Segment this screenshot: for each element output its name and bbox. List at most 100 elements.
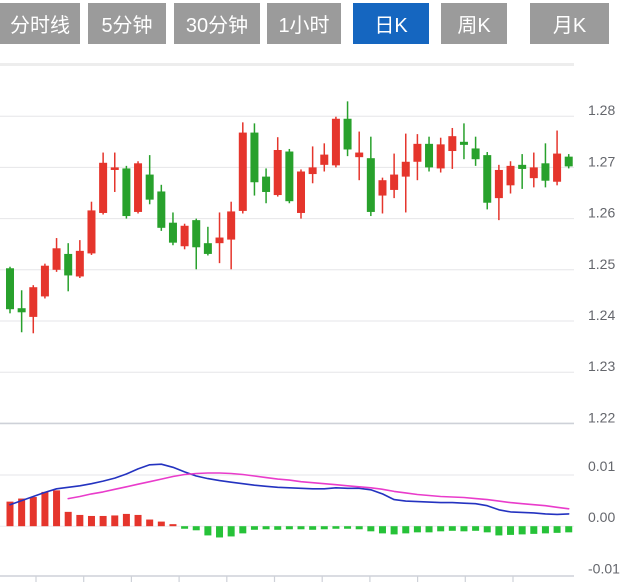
macd-histogram-bar	[18, 498, 26, 527]
macd-histogram-bar	[181, 526, 189, 529]
candle-body	[541, 163, 550, 181]
candle-body	[238, 132, 247, 211]
candle-body	[6, 268, 14, 310]
tab-daily-k[interactable]: 日K	[353, 3, 429, 44]
candle-body	[17, 308, 26, 313]
macd-histogram-bar	[262, 526, 270, 530]
macd-histogram-bar	[413, 526, 421, 533]
macd-histogram-bar	[99, 515, 107, 527]
macd-histogram-bar	[250, 526, 258, 530]
macd-histogram-bar	[541, 526, 549, 534]
candle-body	[40, 265, 49, 297]
candle-body	[553, 153, 562, 182]
candle-body	[87, 210, 96, 254]
macd-histogram-bar	[553, 526, 561, 533]
macd-histogram-bar	[192, 526, 200, 531]
candle-body	[413, 143, 422, 162]
macd-histogram-bar	[285, 526, 293, 530]
candle-body	[215, 237, 224, 244]
candle-body	[134, 163, 143, 212]
candle-body	[64, 253, 73, 276]
tab-monthly-k[interactable]: 月K	[530, 3, 609, 44]
candle-body	[448, 136, 457, 152]
macd-histogram-bar	[216, 526, 224, 538]
price-axis-label: 1.26	[588, 205, 615, 221]
macd-axis-label: 0.01	[588, 458, 615, 474]
macd-histogram-bar	[53, 490, 61, 527]
candle-body	[390, 174, 399, 190]
candle-wick	[114, 152, 116, 192]
candle-body	[157, 191, 166, 228]
macd-histogram-bar	[483, 526, 491, 533]
candle-body	[471, 148, 480, 160]
macd-histogram-bar	[6, 501, 14, 527]
price-axis-label: 1.27	[588, 153, 615, 169]
candle-body	[483, 155, 492, 203]
tab-30min[interactable]: 30分钟	[174, 3, 260, 44]
candle-body	[110, 167, 119, 170]
macd-histogram-bar	[87, 515, 95, 527]
macd-histogram-bar	[390, 526, 398, 535]
candle-body	[168, 222, 177, 243]
candle-body	[343, 118, 352, 150]
candle-body	[308, 167, 317, 175]
candle-body	[436, 144, 445, 169]
macd-histogram-bar	[495, 526, 503, 536]
macd-histogram-bar	[204, 526, 212, 536]
candle-body	[518, 164, 527, 169]
tab-minute-line[interactable]: 分时线	[0, 3, 80, 44]
candle-body	[52, 248, 61, 270]
macd-histogram-bar	[320, 526, 328, 530]
macd-histogram-bar	[460, 526, 468, 532]
tab-1hour[interactable]: 1小时	[267, 3, 341, 44]
candle-body	[297, 171, 305, 213]
macd-histogram-bar	[425, 526, 433, 533]
macd-histogram-bar	[122, 513, 130, 527]
macd-histogram-bar	[111, 515, 119, 527]
macd-histogram-bar	[64, 511, 72, 527]
candle-body	[331, 118, 340, 166]
candle-body	[145, 174, 154, 200]
macd-histogram-bar	[378, 526, 386, 534]
macd-histogram-bar	[297, 526, 305, 530]
candle-body	[29, 287, 38, 317]
price-axis-label: 1.23	[588, 358, 615, 374]
candle-body	[227, 211, 236, 240]
candle-body	[122, 168, 131, 217]
macd-histogram-bar	[309, 526, 317, 530]
tab-5min[interactable]: 5分钟	[88, 3, 166, 44]
candle-body	[459, 141, 468, 145]
candle-body	[366, 158, 375, 212]
price-axis-label: 1.25	[588, 256, 615, 272]
candle-body	[401, 161, 410, 177]
macd-histogram-bar	[29, 497, 37, 527]
candle-body	[494, 169, 503, 199]
macd-histogram-bar	[227, 526, 235, 537]
candle-body	[250, 132, 259, 183]
candle-body	[425, 143, 434, 168]
candle-body	[378, 180, 387, 196]
dif-line	[9, 463, 570, 516]
candle-body	[529, 167, 538, 179]
macd-histogram-bar	[344, 526, 352, 529]
dea-line	[67, 472, 570, 510]
candle-body	[192, 220, 201, 248]
candle-body	[285, 151, 294, 202]
candle-body	[320, 154, 329, 165]
macd-histogram-bar	[146, 519, 154, 527]
candle-wick	[207, 226, 209, 256]
macd-axis-label: -0.01	[588, 560, 620, 576]
macd-histogram-bar	[448, 526, 456, 531]
candle-body	[273, 149, 282, 196]
macd-histogram-bar	[437, 526, 445, 532]
tab-weekly-k[interactable]: 周K	[441, 3, 507, 44]
price-axis-label: 1.22	[588, 409, 615, 425]
macd-histogram-bar	[239, 526, 247, 534]
candle-body	[564, 156, 573, 167]
macd-histogram-bar	[507, 526, 515, 535]
macd-histogram-bar	[530, 526, 538, 534]
macd-histogram-bar	[134, 514, 142, 527]
macd-histogram-bar	[367, 526, 375, 532]
